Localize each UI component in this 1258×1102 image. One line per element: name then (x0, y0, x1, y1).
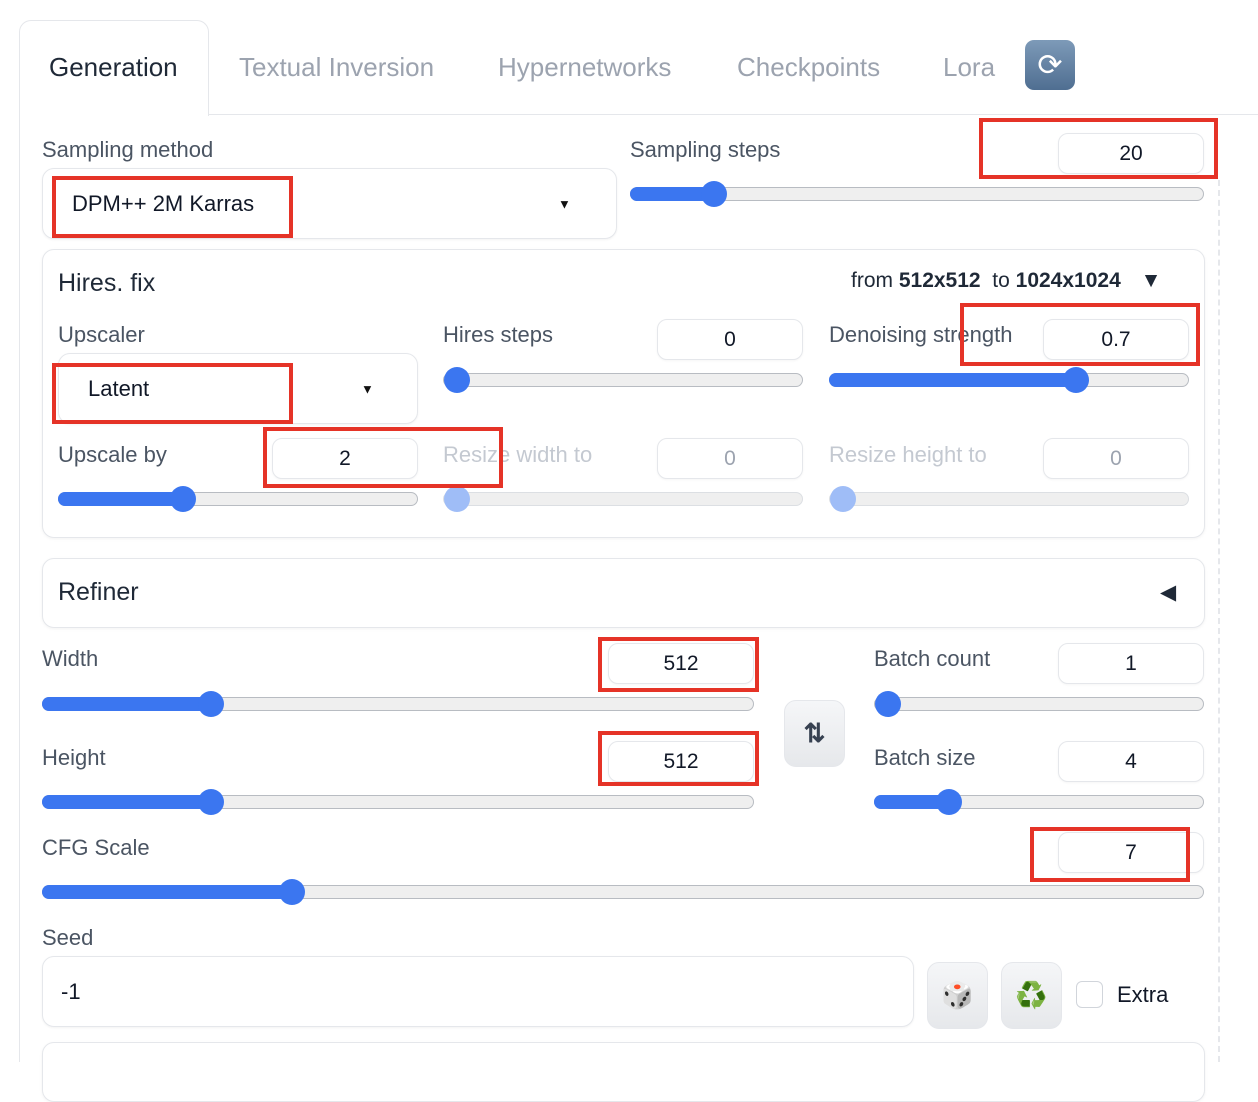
upscale-by-label: Upscale by (58, 442, 167, 467)
tab-strip-line (208, 114, 1258, 115)
slider-thumb[interactable] (198, 789, 224, 815)
sampling-method-label: Sampling method (42, 137, 214, 162)
refiner-panel[interactable] (42, 558, 1205, 628)
slider-thumb[interactable] (1063, 367, 1089, 393)
highlight-box (598, 637, 759, 692)
highlight-box (598, 731, 759, 786)
highlight-box (1030, 827, 1190, 882)
slider-thumb[interactable] (875, 691, 901, 717)
refresh-button[interactable]: ⟳ (1025, 40, 1075, 90)
tab-lora[interactable]: Lora (943, 52, 996, 82)
slider-thumb[interactable] (170, 486, 196, 512)
from-value: 512x512 (898, 269, 981, 292)
random-seed-button[interactable]: 🎲 (927, 962, 988, 1029)
highlight-box (263, 427, 503, 488)
resize-height-slider[interactable] (829, 486, 1189, 512)
width-input[interactable]: 512 (608, 643, 754, 684)
seed-value: -1 (61, 978, 81, 1004)
chevron-down-icon: ▼ (558, 196, 571, 211)
cfg-scale-label: CFG Scale (42, 835, 150, 860)
width-label: Width (42, 646, 99, 671)
resize-width-label: Resize width to (443, 442, 593, 467)
slider-thumb[interactable] (936, 789, 962, 815)
from-text: from (851, 269, 893, 292)
hires-resolution-summary: from 512x512 to 1024x1024 ▼ (851, 269, 1161, 293)
refiner-title[interactable]: Refiner (58, 578, 139, 606)
cfg-scale-slider[interactable] (42, 879, 1204, 905)
batch-size-label: Batch size (874, 745, 976, 770)
sampling-steps-slider[interactable] (630, 181, 1204, 207)
height-label: Height (42, 745, 106, 770)
highlight-box (52, 176, 293, 238)
hires-steps-label: Hires steps (443, 322, 554, 347)
expand-toggle-icon[interactable]: ◀ (1160, 581, 1177, 604)
denoising-strength-label: Denoising strength (829, 322, 1013, 347)
denoising-strength-slider[interactable] (829, 367, 1189, 393)
sampling-steps-input[interactable]: 20 (1058, 133, 1204, 174)
batch-count-input[interactable]: 1 (1058, 643, 1204, 684)
sampling-method-value: DPM++ 2M Karras (72, 190, 255, 216)
to-value: 1024x1024 (1015, 269, 1121, 292)
height-slider[interactable] (42, 789, 754, 815)
resize-height-input[interactable]: 0 (1043, 438, 1189, 479)
seed-label: Seed (42, 925, 94, 950)
cfg-scale-input[interactable]: 7 (1058, 832, 1204, 873)
slider-thumb[interactable] (198, 691, 224, 717)
upscale-by-slider[interactable] (58, 486, 418, 512)
slider-thumb[interactable] (830, 486, 856, 512)
next-panel (42, 1042, 1205, 1102)
seed-input[interactable]: -1 (42, 956, 914, 1027)
extra-checkbox[interactable] (1076, 981, 1103, 1008)
batch-size-slider[interactable] (874, 789, 1204, 815)
hires-steps-slider[interactable] (443, 367, 803, 393)
refresh-icon: ⟳ (1037, 48, 1063, 82)
upscale-by-input[interactable]: 2 (272, 438, 418, 479)
upscaler-label: Upscaler (58, 322, 145, 347)
batch-count-label: Batch count (874, 646, 991, 671)
hires-fix-title[interactable]: Hires. fix (58, 269, 156, 297)
resize-width-slider[interactable] (443, 486, 803, 512)
width-slider[interactable] (42, 691, 754, 717)
hires-steps-input[interactable]: 0 (657, 319, 803, 360)
slider-thumb[interactable] (444, 486, 470, 512)
tab-panel-border (19, 114, 20, 1062)
highlight-box (52, 363, 293, 424)
slider-thumb[interactable] (701, 181, 727, 207)
batch-count-slider[interactable] (874, 691, 1204, 717)
tab-generation-frame (19, 20, 209, 116)
denoising-strength-input[interactable]: 0.7 (1043, 319, 1189, 360)
highlight-box (979, 118, 1218, 179)
chevron-down-icon: ▼ (361, 381, 374, 396)
dice-icon: 🎲 (941, 980, 974, 1010)
upscaler-value: Latent (88, 375, 150, 401)
tab-generation[interactable]: Generation (49, 52, 178, 82)
swap-arrows-icon: ⇅ (803, 718, 826, 748)
sampling-steps-label: Sampling steps (630, 137, 781, 162)
tab-hypernetworks[interactable]: Hypernetworks (498, 52, 672, 82)
to-text: to (992, 269, 1010, 292)
tab-textual-inversion[interactable]: Textual Inversion (239, 52, 435, 82)
resize-width-input[interactable]: 0 (657, 438, 803, 479)
highlight-box (960, 303, 1200, 366)
reuse-seed-button[interactable]: ♻️ (1001, 962, 1062, 1029)
slider-thumb[interactable] (444, 367, 470, 393)
tab-checkpoints[interactable]: Checkpoints (737, 52, 881, 82)
divider-dashed (1218, 180, 1220, 1062)
swap-dimensions-button[interactable]: ⇅ (784, 700, 845, 767)
height-input[interactable]: 512 (608, 741, 754, 782)
collapse-toggle-icon[interactable]: ▼ (1140, 269, 1162, 292)
slider-thumb[interactable] (279, 879, 305, 905)
extra-label[interactable]: Extra (1117, 982, 1169, 1007)
recycle-icon: ♻️ (1015, 980, 1048, 1010)
batch-size-input[interactable]: 4 (1058, 741, 1204, 782)
resize-height-label: Resize height to (829, 442, 987, 467)
